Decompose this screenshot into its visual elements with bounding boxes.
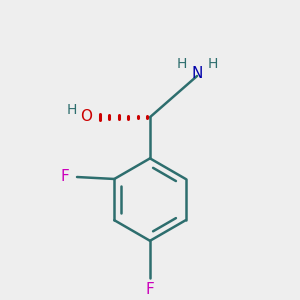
Text: F: F <box>146 282 154 297</box>
Text: F: F <box>61 169 70 184</box>
Text: O: O <box>80 109 92 124</box>
Text: N: N <box>191 67 203 82</box>
Text: H: H <box>66 103 77 117</box>
Text: H: H <box>208 57 218 71</box>
Text: H: H <box>176 57 187 71</box>
